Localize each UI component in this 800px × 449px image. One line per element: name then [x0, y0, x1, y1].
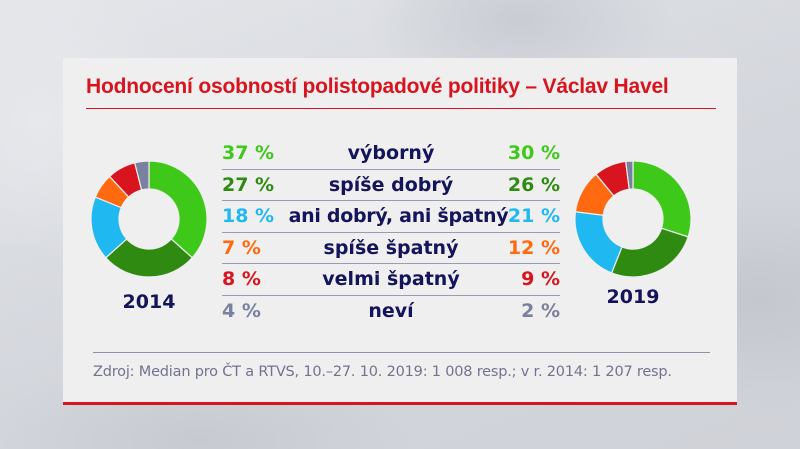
table-row: 18 % ani dobrý, ani špatný 21 %: [222, 201, 560, 233]
comparison-table: 37 % výborný 30 % 27 % spíše dobrý 26 % …: [222, 138, 560, 327]
year-label-2014: 2014: [122, 291, 176, 313]
donut-segment: [133, 160, 150, 191]
rating-label: neví: [368, 299, 414, 322]
chart-panel: Hodnocení osobností polistopadové politi…: [63, 58, 737, 405]
donut-segment: [625, 160, 634, 190]
pct-2014: 18 %: [222, 205, 275, 227]
donut-segment: [632, 160, 692, 238]
rating-label: ani dobrý, ani špatný: [288, 205, 509, 227]
table-row: 27 % spíše dobrý 26 %: [222, 170, 560, 201]
pct-2014: 8 %: [222, 268, 261, 290]
source-divider: [93, 352, 710, 353]
donut-segment: [574, 211, 623, 274]
donut-segment: [148, 160, 208, 259]
pct-2019: 12 %: [507, 236, 560, 259]
pct-2014: 37 %: [222, 142, 275, 164]
chart-title: Hodnocení osobností polistopadové politi…: [86, 75, 669, 98]
pct-2014: 4 %: [222, 299, 261, 322]
table-row: 8 % velmi špatný 9 %: [222, 264, 560, 296]
pct-2019: 21 %: [507, 205, 560, 227]
table-row: 4 % neví 2 %: [222, 296, 560, 328]
donut-chart-2014: [89, 159, 209, 279]
rating-label: spíše dobrý: [328, 173, 454, 196]
source-note: Zdroj: Median pro ČT a RTVS, 10.–27. 10.…: [93, 364, 672, 380]
table-row: 7 % spíše špatný 12 %: [222, 233, 560, 264]
title-divider: [86, 108, 716, 109]
table-row: 37 % výborný 30 %: [222, 138, 560, 170]
rating-label: velmi špatný: [322, 268, 460, 290]
pct-2014: 27 %: [222, 173, 275, 196]
year-label-2019: 2019: [606, 286, 660, 308]
pct-2019: 2 %: [521, 299, 560, 322]
pct-2014: 7 %: [222, 236, 261, 259]
donut-chart-2019: [573, 159, 693, 279]
donut-segment: [610, 227, 689, 278]
pct-2019: 30 %: [507, 142, 560, 164]
rating-label: spíše špatný: [323, 236, 459, 259]
pct-2019: 26 %: [507, 173, 560, 196]
rating-label: výborný: [347, 142, 435, 164]
pct-2019: 9 %: [521, 268, 560, 290]
